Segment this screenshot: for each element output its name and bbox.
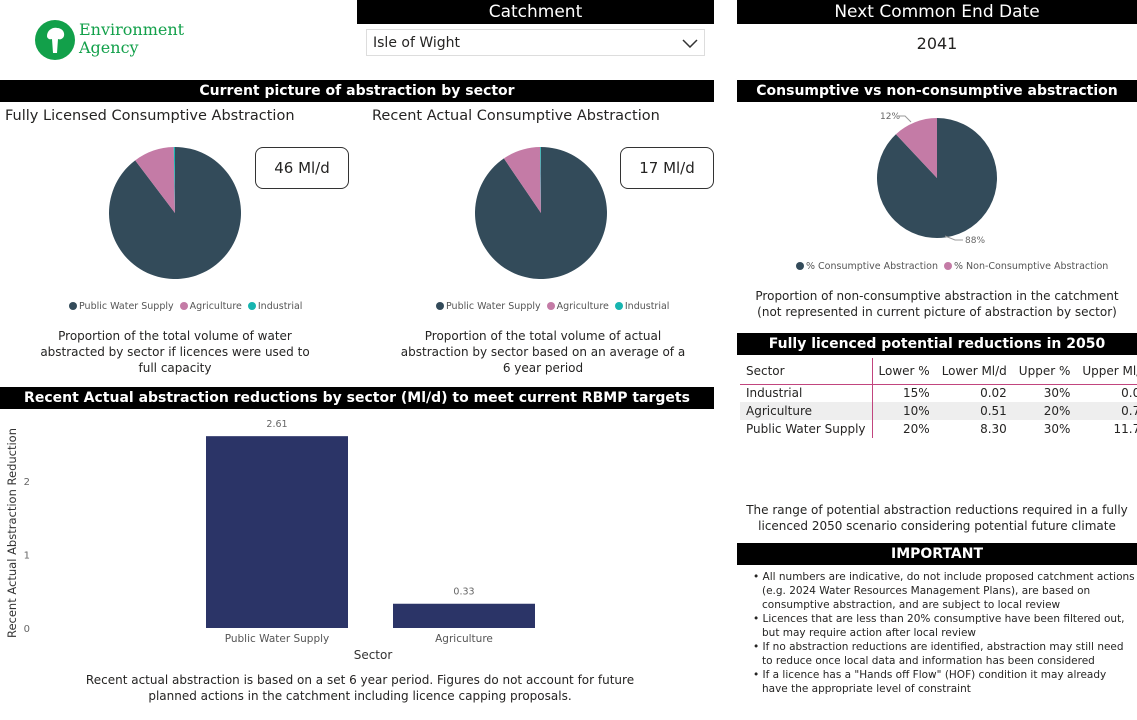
actual-caption: Proportion of the total volume of actual…	[400, 329, 686, 375]
consumptive-header: Consumptive vs non-consumptive abstracti…	[737, 80, 1137, 102]
table-cell: 0.04	[1121, 386, 1137, 401]
licensed-caption: Proportion of the total volume of water …	[40, 329, 310, 375]
pie-slice-industrial[interactable]	[173, 147, 175, 213]
bullet-item: • If a licence has a "Hands off Flow" (H…	[753, 669, 1107, 695]
pie-slice-agriculture[interactable]	[135, 147, 175, 213]
data-label: 2.61	[266, 419, 287, 430]
actual-pie-chart	[475, 147, 607, 279]
y-tick-label: 0	[24, 624, 30, 635]
table-cell: Public Water Supply	[740, 420, 873, 438]
logo-line2: Agency	[79, 38, 139, 57]
x-axis-label: Sector	[354, 648, 393, 662]
actual-kpi: 17 Ml/d	[620, 147, 714, 189]
important-list: • All numbers are indicative, do not inc…	[740, 570, 1135, 696]
pie-slice-industrial[interactable]	[540, 147, 541, 213]
legend-item: Public Water Supply	[69, 301, 174, 312]
table-row: Public Water Supply 20% 8.30 30% 11.74	[740, 420, 1137, 438]
end-date-value: 2041	[916, 34, 958, 53]
table-cell: 20%	[1043, 404, 1071, 418]
catchment-header: Catchment	[357, 0, 714, 24]
bar-caption: Recent actual abstraction is based on a …	[85, 673, 635, 703]
table-cell: 10%	[903, 404, 930, 418]
environment-agency-logo: Environment Agency	[35, 20, 185, 62]
table-cell: 15%	[903, 386, 930, 401]
bar-section-header: Recent Actual abstraction reductions by …	[0, 387, 714, 409]
y-tick-label: 2	[24, 477, 30, 488]
end-date-header: Next Common End Date	[737, 0, 1137, 24]
bar-public-water-supply[interactable]	[206, 436, 348, 628]
current-picture-header: Current picture of abstraction by sector	[0, 80, 714, 102]
licensed-pie-chart	[108, 147, 241, 279]
legend-item: % Non-Consumptive Abstraction	[943, 261, 1108, 272]
table-row: Agriculture 10% 0.51 20% 0.75	[740, 402, 1137, 420]
col-upper-pct: Upper %	[1012, 358, 1077, 385]
table-row: Industrial 15% 0.02 30% 0.04	[740, 384, 1137, 402]
table-cell: 30%	[1043, 422, 1071, 436]
table-cell: 0.75	[1121, 404, 1137, 418]
reductions-caption: The range of potential abstraction reduc…	[746, 503, 1128, 533]
consumptive-pie-chart: 88% 12%	[877, 112, 997, 246]
pie-slice--non-consumptive-abstraction[interactable]	[895, 118, 937, 178]
pie-label-non-consumptive: 12%	[880, 112, 900, 122]
tree-logo-icon	[35, 20, 75, 60]
pie-label-consumptive: 88%	[965, 236, 985, 246]
table-cell: 8.30	[980, 422, 1007, 436]
pie-slice-public-water-supply[interactable]	[108, 147, 241, 279]
licensed-legend: Public Water Supply Agriculture Industri…	[69, 301, 302, 312]
y-axis-label: Recent Actual Abstraction Reduction	[5, 428, 19, 638]
y-tick-label: 1	[24, 551, 30, 562]
table-cell: 0.02	[980, 386, 1007, 401]
data-label: 0.33	[453, 587, 474, 598]
x-tick-label: Public Water Supply	[225, 633, 330, 645]
table-cell: Industrial	[740, 384, 873, 402]
legend-item: Public Water Supply	[436, 301, 541, 312]
catchment-selected: Isle of Wight	[373, 35, 460, 51]
licensed-title: Fully Licensed Consumptive Abstraction	[5, 108, 295, 124]
legend-item: Agriculture	[546, 301, 609, 312]
x-tick-label: Agriculture	[435, 633, 493, 645]
bullet-item: • If no abstraction reductions are ident…	[753, 641, 1124, 667]
legend-item: Industrial	[614, 301, 669, 312]
pie-slice-agriculture[interactable]	[503, 147, 541, 213]
bar-agriculture[interactable]	[393, 603, 535, 628]
logo-line1: Environment	[79, 20, 185, 39]
chevron-down-icon	[682, 39, 698, 48]
catchment-dropdown[interactable]: Isle of Wight	[366, 29, 705, 56]
actual-title: Recent Actual Consumptive Abstraction	[372, 108, 660, 124]
table-cell: 30%	[1043, 386, 1071, 401]
legend-item: Agriculture	[179, 301, 242, 312]
col-lower-pct: Lower %	[872, 358, 936, 385]
table-header-row: Sector Lower % Lower Ml/d Upper % Upper …	[740, 358, 1137, 385]
reductions-header: Fully licenced potential reductions in 2…	[737, 333, 1137, 355]
consumptive-legend: % Consumptive Abstraction % Non-Consumpt…	[796, 261, 1108, 272]
actual-legend: Public Water Supply Agriculture Industri…	[436, 301, 669, 312]
col-sector: Sector	[740, 358, 873, 385]
legend-item: % Consumptive Abstraction	[796, 261, 938, 272]
consumptive-caption: Proportion of non-consumptive abstractio…	[755, 289, 1119, 319]
legend-item: Industrial	[247, 301, 302, 312]
licensed-kpi: 46 Ml/d	[255, 147, 349, 189]
reductions-bar-chart: 0 1 2 Recent Actual Abstraction Reduction 2.…	[5, 419, 535, 662]
bullet-item: • All numbers are indicative, do not inc…	[753, 571, 1135, 611]
table-cell: 11.74	[1113, 422, 1137, 436]
table-cell: 0.51	[980, 404, 1007, 418]
important-header: IMPORTANT	[737, 543, 1137, 565]
bullet-item: • Licences that are less than 20% consum…	[753, 613, 1125, 639]
col-lower-mld: Lower Ml/d	[935, 358, 1013, 385]
table-cell: 20%	[903, 422, 930, 436]
reductions-table: Sector Lower % Lower Ml/d Upper % Upper …	[740, 358, 1137, 438]
col-upper-mld[interactable]: Upper Ml/d	[1076, 358, 1137, 385]
table-cell: Agriculture	[740, 402, 873, 420]
